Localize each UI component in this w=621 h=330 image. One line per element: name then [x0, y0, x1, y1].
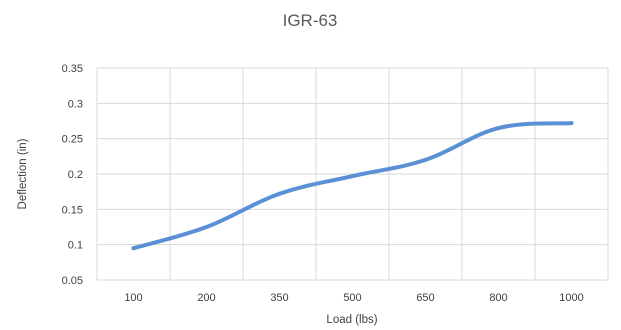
y-tick-label: 0.35	[62, 63, 83, 75]
x-tick-label: 800	[489, 292, 507, 304]
chart-title: IGR-63	[283, 11, 338, 30]
x-tick-label: 200	[197, 292, 215, 304]
data-point	[569, 121, 574, 126]
y-tick-label: 0.2	[68, 169, 83, 181]
x-axis-label: Load (lbs)	[326, 314, 377, 326]
x-tick-label: 650	[416, 292, 434, 304]
x-tick-label: 100	[124, 292, 142, 304]
x-tick-label: 1000	[559, 292, 583, 304]
y-axis-ticks: 0.05 0.1 0.15 0.2 0.25 0.3 0.35	[62, 63, 83, 287]
y-tick-label: 0.1	[68, 240, 83, 252]
x-tick-label: 500	[343, 292, 361, 304]
data-point	[423, 157, 428, 162]
y-tick-label: 0.15	[62, 204, 83, 216]
x-tick-label: 350	[270, 292, 288, 304]
data-point	[277, 191, 282, 196]
y-tick-label: 0.25	[62, 134, 83, 146]
x-axis-ticks: 100 200 350 500 650 800 1000	[124, 292, 583, 304]
data-point	[350, 174, 355, 179]
data-point	[204, 225, 209, 229]
y-axis-label: Deflection (in)	[17, 138, 29, 209]
gridlines	[96, 67, 609, 281]
series-layer	[131, 121, 574, 251]
y-tick-label: 0.3	[68, 98, 83, 110]
data-point	[131, 246, 136, 251]
y-tick-label: 0.05	[62, 275, 83, 287]
data-point	[496, 126, 501, 131]
